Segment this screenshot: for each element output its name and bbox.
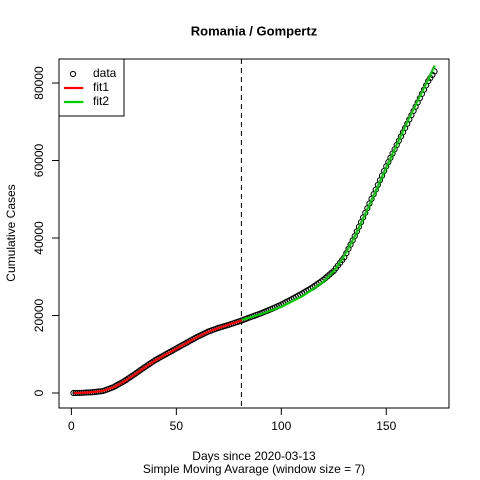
y-tick-label: 80000 <box>32 66 46 100</box>
x-tick-label: 150 <box>376 419 396 433</box>
y-tick-label: 40000 <box>32 221 46 255</box>
legend-label: fit1 <box>93 80 109 94</box>
y-tick-label: 0 <box>32 389 46 396</box>
legend-label: data <box>93 66 117 80</box>
legend-symbol <box>69 70 77 78</box>
y-tick-label: 20000 <box>32 299 46 333</box>
legend-label: fit2 <box>93 94 109 108</box>
subtitle: Simple Moving Avarage (window size = 7) <box>143 462 365 476</box>
fit-line <box>241 65 436 321</box>
plot-box <box>58 58 450 409</box>
y-tick-label: 60000 <box>32 144 46 178</box>
x-tick-label: 100 <box>271 419 291 433</box>
x-tick-label: 50 <box>170 419 184 433</box>
fit-line <box>73 319 242 395</box>
x-tick-label: 0 <box>68 419 75 433</box>
chart-title: Romania / Gompertz <box>191 23 318 38</box>
x-axis-label: Days since 2020-03-13 <box>192 449 316 463</box>
y-axis-label: Cumulative Cases <box>4 184 18 281</box>
